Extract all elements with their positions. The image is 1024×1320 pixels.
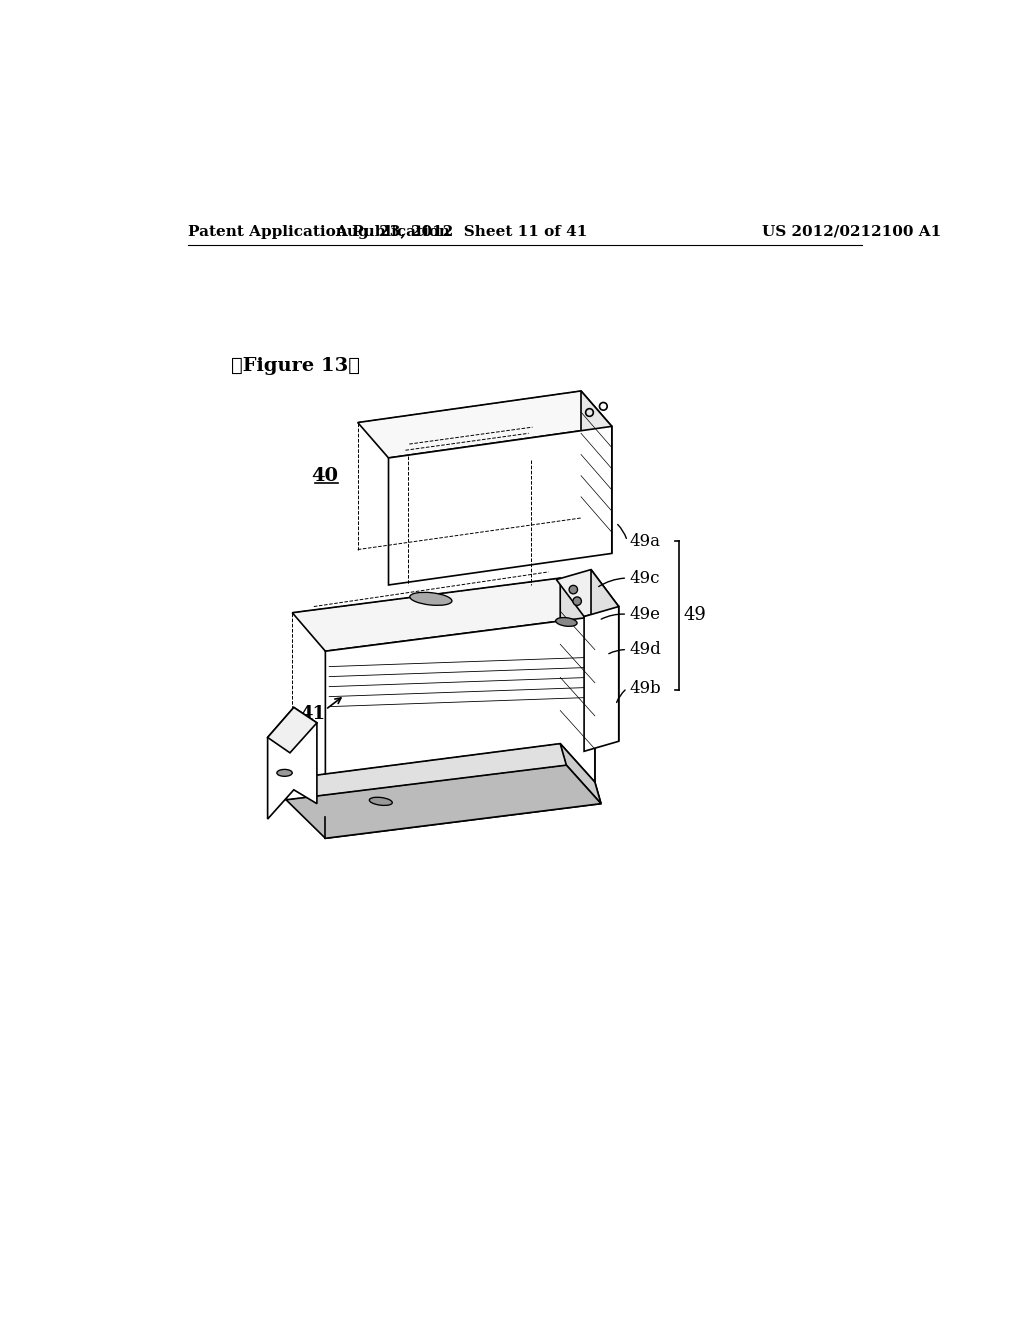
Text: US 2012/0212100 A1: US 2012/0212100 A1 xyxy=(762,224,941,239)
Text: 40: 40 xyxy=(311,467,338,484)
Polygon shape xyxy=(584,607,618,751)
Ellipse shape xyxy=(410,593,452,606)
Polygon shape xyxy=(560,743,601,804)
Text: 【Figure 13】: 【Figure 13】 xyxy=(230,358,359,375)
Ellipse shape xyxy=(370,797,392,805)
Polygon shape xyxy=(286,766,601,838)
Polygon shape xyxy=(292,578,595,651)
Polygon shape xyxy=(326,616,595,817)
Text: 49c: 49c xyxy=(630,569,660,586)
Polygon shape xyxy=(267,708,316,818)
Polygon shape xyxy=(560,578,595,781)
Polygon shape xyxy=(357,391,611,458)
Text: 49a: 49a xyxy=(630,532,660,549)
Polygon shape xyxy=(591,570,618,742)
Text: 49b: 49b xyxy=(630,680,662,697)
Polygon shape xyxy=(326,781,601,838)
Polygon shape xyxy=(388,426,611,585)
Text: Patent Application Publication: Patent Application Publication xyxy=(188,224,451,239)
Ellipse shape xyxy=(276,770,292,776)
Circle shape xyxy=(569,585,578,594)
Polygon shape xyxy=(292,743,595,817)
Circle shape xyxy=(572,597,582,606)
Text: Aug. 23, 2012  Sheet 11 of 41: Aug. 23, 2012 Sheet 11 of 41 xyxy=(336,224,588,239)
Text: 49e: 49e xyxy=(630,606,660,623)
Text: 49d: 49d xyxy=(630,642,662,659)
Polygon shape xyxy=(267,708,316,752)
Text: 49: 49 xyxy=(683,606,707,624)
Text: 41: 41 xyxy=(301,705,326,723)
Polygon shape xyxy=(556,570,618,616)
Ellipse shape xyxy=(556,618,578,627)
Polygon shape xyxy=(581,391,611,553)
